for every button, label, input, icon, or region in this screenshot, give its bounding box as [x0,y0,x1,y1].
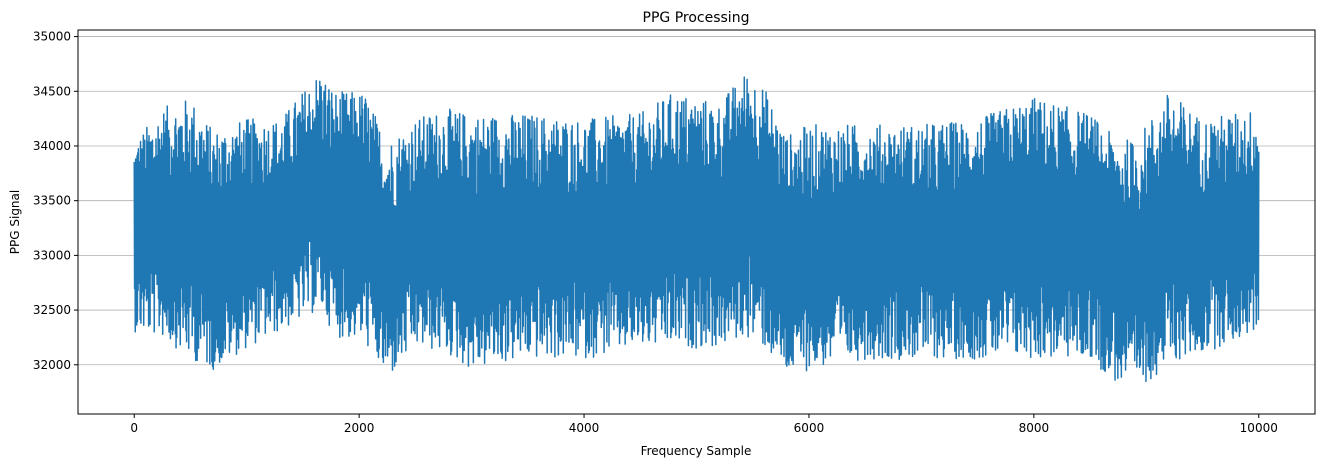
y-tick-label: 32500 [33,303,71,317]
series-group [133,76,1260,383]
x-tick-label: 6000 [794,421,825,435]
y-axis-ticks: 32000 32500 33000 33500 34000 34500 35000 [33,30,78,372]
y-tick-label: 33000 [33,248,71,262]
x-tick-label: 8000 [1019,421,1050,435]
plot-frame [77,29,1316,415]
x-axis-label: Frequency Sample [641,444,752,458]
x-tick-label: 4000 [569,421,600,435]
x-tick-label: 10000 [1240,421,1278,435]
y-tick-label: 34500 [33,84,71,98]
x-axis-ticks: 0 2000 4000 6000 8000 10000 [130,414,1278,435]
y-tick-label: 35000 [33,30,71,44]
y-tick-label: 33500 [33,194,71,208]
y-tick-label: 32000 [33,358,71,372]
y-tick-label: 34000 [33,139,71,153]
x-tick-label: 2000 [344,421,375,435]
x-tick-label: 0 [130,421,138,435]
chart-title: PPG Processing [643,10,750,26]
ppg-signal-line [133,76,1260,383]
y-axis-label: PPG Signal [8,190,22,254]
